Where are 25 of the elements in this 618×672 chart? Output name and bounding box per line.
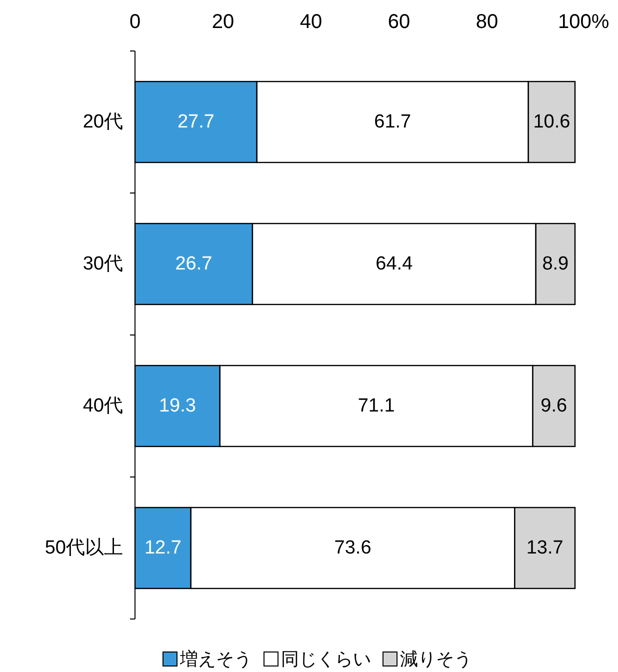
data-label: 10.6 (533, 112, 570, 132)
y-tick-label: 20代 (82, 112, 123, 132)
data-label: 27.7 (177, 112, 214, 132)
y-tick-label: 50代以上 (44, 538, 123, 558)
x-tick-label: 100% (558, 11, 610, 33)
data-label: 26.7 (175, 254, 212, 274)
x-tick-label: 60 (388, 11, 410, 33)
data-label: 13.7 (526, 538, 564, 558)
legend-label: 減りそう (400, 649, 472, 669)
data-label: 73.6 (334, 538, 372, 558)
x-tick-label: 20 (212, 11, 234, 33)
data-label: 12.7 (144, 538, 182, 558)
x-tick-label: 0 (129, 11, 141, 33)
x-tick-label: 40 (300, 11, 322, 33)
data-label: 61.7 (374, 112, 412, 132)
data-label: 64.4 (376, 254, 414, 274)
data-label: 9.6 (540, 396, 568, 416)
x-tick-label: 80 (476, 11, 498, 33)
data-label: 8.9 (542, 254, 569, 274)
y-tick-label: 30代 (82, 254, 123, 274)
data-label: 19.3 (158, 396, 196, 416)
y-tick-label: 40代 (82, 396, 123, 416)
data-label: 71.1 (358, 396, 395, 416)
legend-label: 同じくらい (281, 649, 371, 669)
legend-label: 増えそう (179, 649, 252, 669)
